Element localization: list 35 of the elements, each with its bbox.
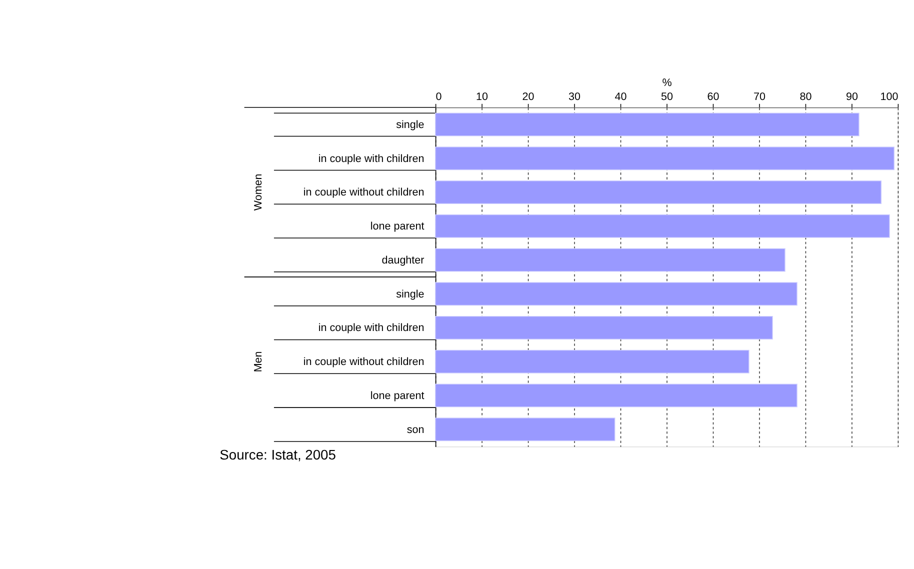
- y-tick-label: son: [406, 424, 424, 436]
- x-tick-label: 30: [568, 91, 581, 104]
- bar: [435, 384, 798, 408]
- bar: [435, 214, 890, 238]
- x-tick-label: 20: [522, 91, 534, 104]
- x-tick-label: 70: [753, 91, 766, 104]
- x-tick-label: 60: [707, 91, 720, 104]
- bar: [435, 282, 798, 306]
- bar: [435, 350, 750, 374]
- y-tick-label: lone parent: [370, 390, 424, 402]
- y-tick-label: in couple without children: [303, 356, 424, 368]
- y-tick-label: lone parent: [370, 220, 424, 233]
- y-tick-label: in couple with children: [318, 152, 424, 165]
- x-tick-label: 10: [476, 91, 488, 104]
- text: Women: [252, 174, 264, 211]
- x-tick-label: 90: [846, 91, 858, 104]
- source-note: Source: Istat, 2005: [220, 446, 336, 463]
- x-tick-label: 100: [880, 91, 898, 104]
- bar: [435, 180, 882, 204]
- x-tick-label: 0: [436, 91, 442, 104]
- x-tick-label: 80: [800, 91, 812, 104]
- y-tick-label: in couple with children: [318, 322, 424, 334]
- bar: [435, 146, 894, 170]
- y-tick-label: in couple without children: [303, 186, 424, 199]
- bar: [435, 112, 860, 136]
- y-tick-label: single: [396, 288, 424, 300]
- text: Men: [252, 351, 264, 372]
- y-tick-label: single: [396, 118, 424, 131]
- x-axis-title: %: [662, 77, 672, 90]
- bar: [435, 248, 786, 272]
- y-tick-label: daughter: [382, 254, 425, 266]
- bar: [435, 316, 773, 340]
- bar: [435, 418, 616, 442]
- x-tick-label: 50: [661, 91, 673, 104]
- x-tick-label: 40: [614, 91, 627, 104]
